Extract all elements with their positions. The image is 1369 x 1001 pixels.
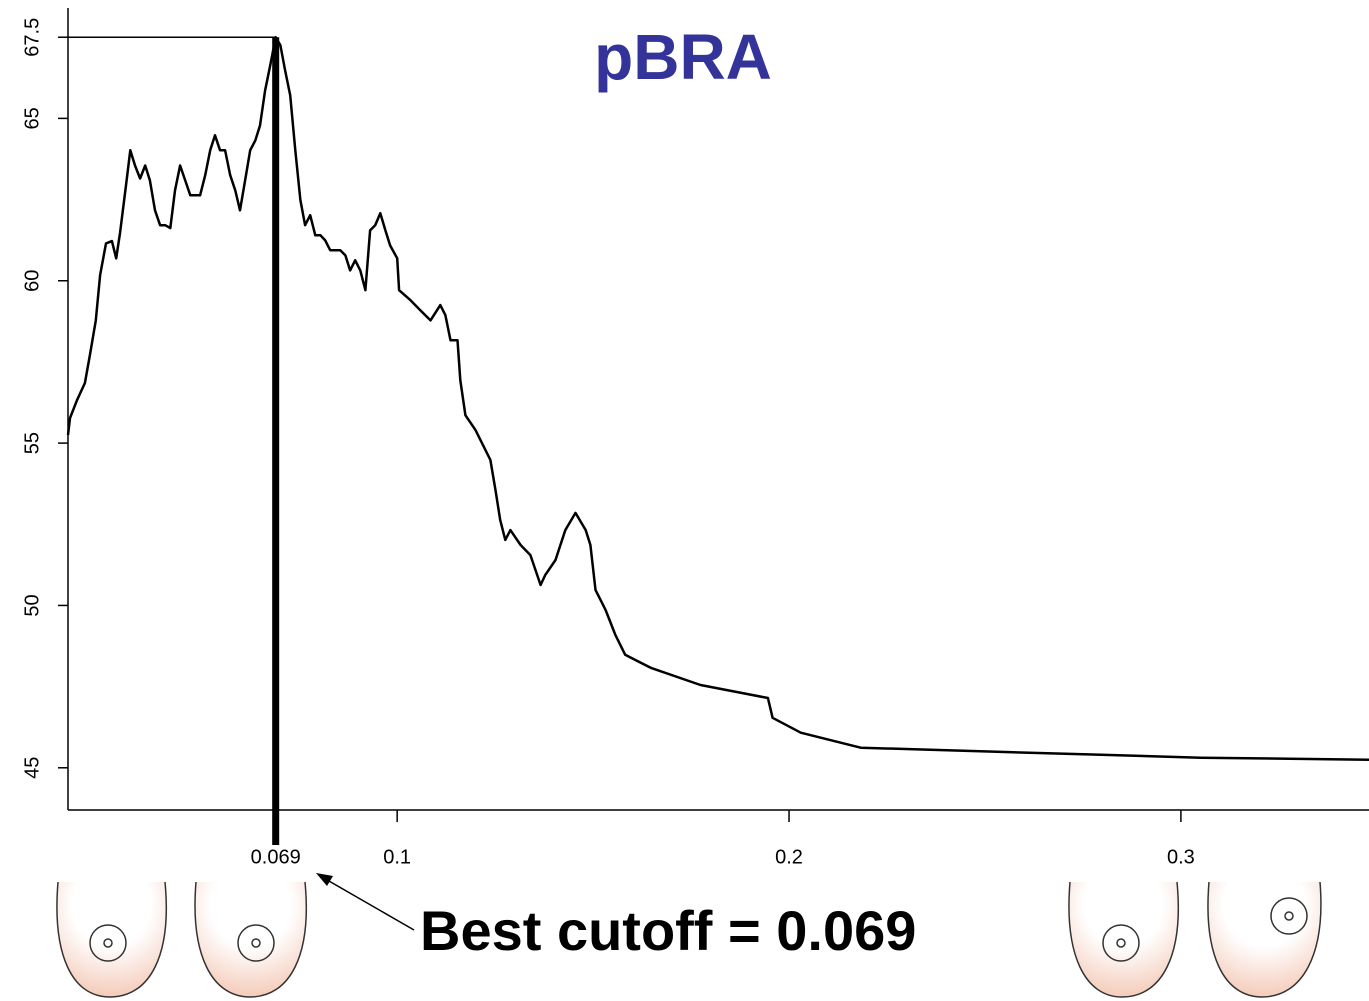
icon — [56, 881, 167, 998]
x-tick-label: 0.1 — [383, 846, 411, 868]
icon — [237, 924, 275, 962]
icon — [1207, 881, 1322, 998]
y-tick-label: 50 — [21, 594, 43, 616]
annotation-arrowhead — [316, 873, 333, 886]
icon — [1284, 911, 1294, 921]
x-tick-label: 0.069 — [251, 846, 301, 868]
annotation: Best cutoff = 0.069 — [420, 899, 916, 962]
icon — [251, 938, 261, 948]
y-tick-label: 55 — [21, 432, 43, 454]
x-tick-label: 0.2 — [775, 846, 803, 868]
chart-title: pBRA — [594, 21, 772, 93]
annotation-arrow — [321, 876, 415, 931]
x-tick-label: 0.3 — [1167, 846, 1195, 868]
data-line — [66, 35, 1369, 761]
y-tick-label: 67.5 — [21, 18, 43, 57]
icon — [103, 938, 113, 948]
icon — [1102, 924, 1140, 962]
y-tick-label: 60 — [21, 270, 43, 292]
icon — [194, 881, 307, 998]
y-tick-label: 45 — [21, 757, 43, 779]
icon — [1270, 897, 1308, 935]
icon — [1116, 938, 1126, 948]
breast-icons — [56, 881, 1322, 998]
y-tick-label: 65 — [21, 107, 43, 129]
icon — [89, 924, 127, 962]
